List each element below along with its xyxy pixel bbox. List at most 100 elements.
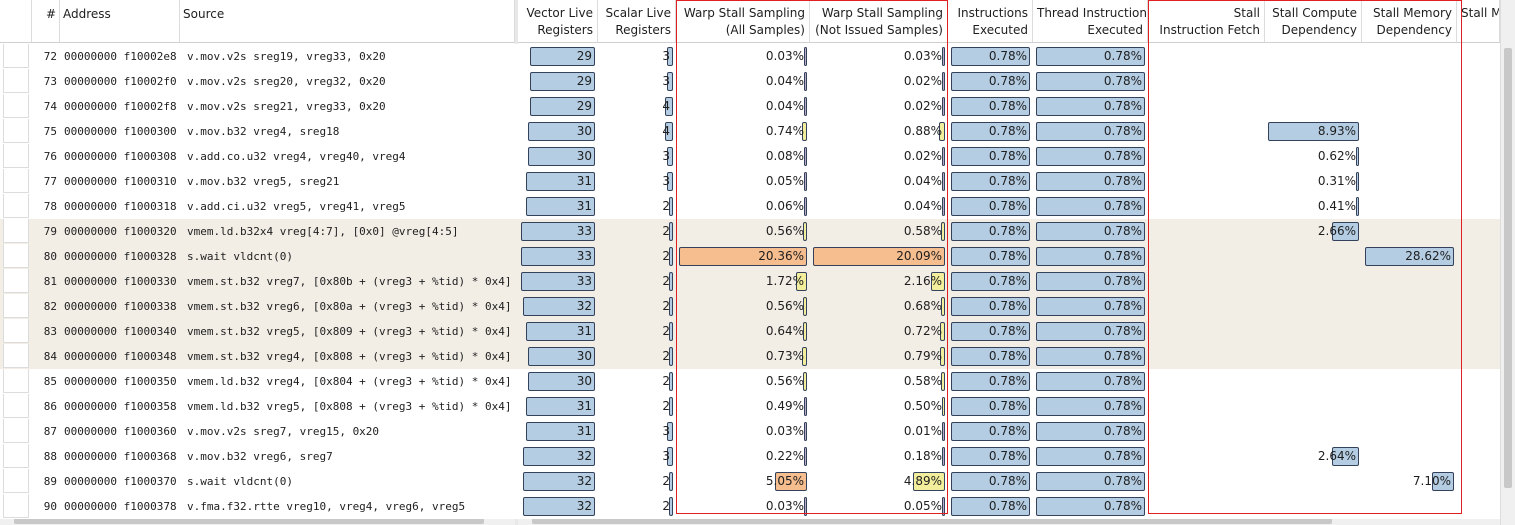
metric-cell: 0.78% xyxy=(1033,94,1148,119)
value-bar xyxy=(796,272,807,291)
value-bar xyxy=(521,247,595,266)
column-header[interactable]: Vector Live Registers xyxy=(518,0,598,43)
column-header[interactable]: Stall Instruction Fetch xyxy=(1148,0,1265,43)
row-header xyxy=(3,169,29,193)
value-bar xyxy=(942,497,945,516)
metric-value: 4 xyxy=(662,99,670,113)
table-row[interactable]: 72 00000000 f10002e8 v.mov.v2s sreg19, vre… xyxy=(0,44,1500,69)
column-header[interactable]: # xyxy=(32,0,60,43)
table-row[interactable]: 80 00000000 f1000328 s.wait vldcnt(0) 33 2 20… xyxy=(0,244,1500,269)
value-bar xyxy=(669,272,673,291)
metric-cell: 2 xyxy=(598,269,676,294)
address: 00000000 f1000360 xyxy=(64,425,177,438)
column-header[interactable]: Thread Instructions Executed xyxy=(1033,0,1148,43)
metric-value: 0.78% xyxy=(1103,349,1142,363)
table-row[interactable]: 82 00000000 f1000338 vmem.st.b32 vreg6, [0… xyxy=(0,294,1500,319)
metric-cell: 0.78% xyxy=(1033,344,1148,369)
metric-cell: 2 xyxy=(598,319,676,344)
metric-cell: 0.78% xyxy=(1033,69,1148,94)
value-bar xyxy=(669,397,673,416)
metric-value: 0.56% xyxy=(765,299,804,313)
metric-cell: 0.88% xyxy=(810,119,948,144)
column-header[interactable]: Stall Compute Dependency xyxy=(1265,0,1362,43)
column-header[interactable]: Scalar Live Registers xyxy=(598,0,676,43)
metric-value: 0.78% xyxy=(1103,174,1142,188)
table-row[interactable]: 73 00000000 f10002f0 v.mov.v2s sreg20, vre… xyxy=(0,69,1500,94)
scroll-thumb[interactable] xyxy=(1504,48,1512,488)
table-row[interactable]: 81 00000000 f1000330 vmem.st.b32 vreg7, [0… xyxy=(0,269,1500,294)
metric-value: 0.78% xyxy=(988,499,1027,513)
scroll-thumb[interactable] xyxy=(532,516,1332,524)
metric-cell: 3 xyxy=(598,444,676,469)
metric-value: 0.78% xyxy=(988,224,1027,238)
metric-cell: 0.78% xyxy=(948,344,1033,369)
metric-cell: 0.04% xyxy=(676,69,810,94)
metric-value: 0.68% xyxy=(903,299,942,313)
table-row[interactable]: 85 00000000 f1000350 vmem.ld.b32 vreg4, [0… xyxy=(0,369,1500,394)
value-bar xyxy=(1036,197,1145,216)
value-bar xyxy=(667,72,673,91)
row-header xyxy=(3,294,29,318)
table-row[interactable]: 74 00000000 f10002f8 v.mov.v2s sreg21, vre… xyxy=(0,94,1500,119)
table-row[interactable]: 78 00000000 f1000318 v.add.ci.u32 vreg5, v… xyxy=(0,194,1500,219)
row-header xyxy=(3,269,29,293)
column-header[interactable]: Address xyxy=(60,0,180,43)
source: vmem.st.b32 vreg6, [0x80a + (vreg3 + %ti… xyxy=(187,300,512,313)
metric-cell: 0.56% xyxy=(676,219,810,244)
value-bar xyxy=(803,222,807,241)
table-row[interactable]: 90 00000000 f1000378 v.fma.f32.rtte vreg10… xyxy=(0,494,1500,519)
table-row[interactable]: 79 00000000 f1000320 vmem.ld.b32x4 vreg[4:… xyxy=(0,219,1500,244)
value-bar xyxy=(1036,472,1145,491)
column-header[interactable]: Warp Stall Sampling (All Samples) xyxy=(676,0,810,43)
table-row[interactable]: 75 00000000 f1000300 v.mov.b32 vreg4, sreg… xyxy=(0,119,1500,144)
source: vmem.st.b32 vreg4, [0x808 + (vreg3 + %ti… xyxy=(187,350,512,363)
value-bar xyxy=(1356,197,1359,216)
line-number: 85 xyxy=(43,375,57,388)
value-bar xyxy=(803,372,807,391)
value-bar xyxy=(679,247,807,266)
metric-cell: 32 xyxy=(518,494,598,519)
line-number: 89 xyxy=(43,475,57,488)
value-bar xyxy=(667,447,673,466)
line-number: 82 xyxy=(43,300,57,313)
metric-value: 0.04% xyxy=(765,99,804,113)
value-bar xyxy=(951,297,1030,316)
value-bar xyxy=(804,147,807,166)
metric-cell: 0.56% xyxy=(676,369,810,394)
metric-cell: 1.72% xyxy=(676,269,810,294)
metric-value: 33 xyxy=(576,224,592,238)
source: v.mov.v2s sreg21, vreg33, 0x20 xyxy=(187,100,386,113)
metric-cell: 0.03% xyxy=(810,44,948,69)
table-row[interactable]: 88 00000000 f1000368 v.mov.b32 vreg6, sreg… xyxy=(0,444,1500,469)
table-row[interactable]: 77 00000000 f1000310 v.mov.b32 vreg5, sreg… xyxy=(0,169,1500,194)
table-row[interactable]: 84 00000000 f1000348 vmem.st.b32 vreg4, [0… xyxy=(0,344,1500,369)
metric-value: 0.78% xyxy=(988,199,1027,213)
column-header[interactable]: Instructions Executed xyxy=(948,0,1033,43)
column-header[interactable]: Stall M xyxy=(1457,0,1500,43)
table-row[interactable]: 87 00000000 f1000360 v.mov.v2s sreg7, vreg… xyxy=(0,419,1500,444)
value-bar xyxy=(942,422,945,441)
v-scrollbar[interactable] xyxy=(1500,0,1515,525)
table-row[interactable]: 76 00000000 f1000308 v.add.co.u32 vreg4, v… xyxy=(0,144,1500,169)
value-bar xyxy=(525,172,595,191)
column-header[interactable]: Source xyxy=(180,0,515,43)
value-bar xyxy=(951,497,1030,516)
scroll-thumb[interactable] xyxy=(14,516,484,524)
table-row[interactable]: 89 00000000 f1000370 s.wait vldcnt(0) 32 2 5.… xyxy=(0,469,1500,494)
table-row[interactable]: 86 00000000 f1000358 vmem.ld.b32 vreg5, [0… xyxy=(0,394,1500,419)
metric-value: 0.78% xyxy=(988,474,1027,488)
value-bar xyxy=(669,247,673,266)
metric-value: 30 xyxy=(576,149,592,163)
value-bar xyxy=(527,347,595,366)
value-bar xyxy=(1036,122,1145,141)
metric-value: 0.78% xyxy=(1103,474,1142,488)
address: 00000000 f1000378 xyxy=(64,500,177,513)
column-header[interactable]: Warp Stall Sampling (Not Issued Samples) xyxy=(810,0,948,43)
header-label: Vector Live xyxy=(526,6,593,20)
table-row[interactable]: 83 00000000 f1000340 vmem.st.b32 vreg5, [0… xyxy=(0,319,1500,344)
metric-value: 0.04% xyxy=(765,74,804,88)
value-bar xyxy=(951,372,1030,391)
column-header[interactable]: Stall Memory Dependency xyxy=(1362,0,1457,43)
metric-cell: 2 xyxy=(598,219,676,244)
